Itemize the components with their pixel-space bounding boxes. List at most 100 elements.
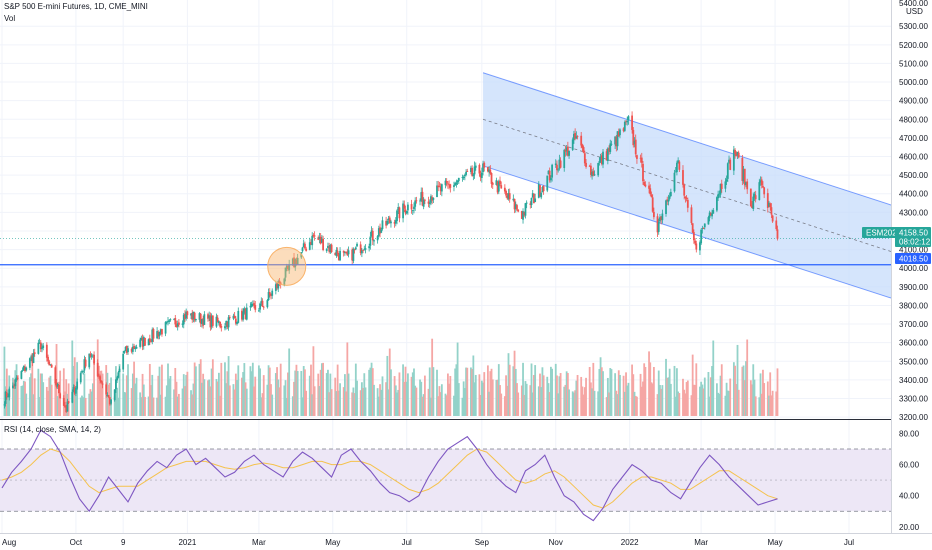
- candle-body: [573, 133, 575, 141]
- volume-bar: [56, 396, 59, 416]
- candle-body: [157, 332, 160, 337]
- candle-body: [284, 267, 287, 278]
- rsi-axis[interactable]: 80.00 60.00 40.00 20.00: [899, 429, 920, 531]
- candle-body: [165, 321, 168, 323]
- volume-bar: [277, 379, 280, 416]
- candle-body: [226, 321, 229, 328]
- candle-body: [707, 217, 710, 225]
- candle-body: [634, 139, 637, 155]
- volume-bar: [194, 366, 197, 416]
- volume-bar: [762, 369, 764, 416]
- volume-bar: [295, 364, 298, 416]
- volume-bar: [716, 383, 718, 416]
- candle-body: [31, 356, 34, 363]
- candle-body: [436, 185, 438, 198]
- volume-bar: [319, 369, 322, 416]
- volume-bar: [556, 375, 558, 416]
- volume-bar: [541, 367, 544, 416]
- volume-bar: [390, 369, 392, 416]
- volume-bar: [241, 377, 243, 416]
- volume-bar: [193, 362, 196, 416]
- candle-body: [557, 169, 560, 171]
- candle-body: [159, 329, 162, 333]
- volume-bar: [107, 384, 110, 416]
- symbol-tag[interactable]: ESM2022: [862, 227, 902, 238]
- candle-body: [720, 183, 723, 190]
- volume-bar: [127, 364, 129, 416]
- candle-body: [622, 128, 625, 131]
- price-tick-label: 3400.00: [899, 376, 928, 385]
- volume-bar: [38, 396, 41, 416]
- candle-body: [38, 342, 41, 344]
- price-tick-label: 4500.00: [899, 171, 928, 180]
- candle-body: [505, 190, 507, 196]
- candle-body: [711, 213, 713, 217]
- candle-body: [42, 345, 45, 349]
- channel-upper-line[interactable]: [482, 72, 891, 206]
- channel-lower-line[interactable]: [482, 165, 891, 299]
- candle-body: [631, 115, 633, 130]
- candle-body: [186, 311, 189, 316]
- volume-bar: [274, 373, 277, 416]
- candle-body: [702, 228, 705, 230]
- candle-body: [776, 229, 779, 239]
- support-price-tag[interactable]: 4018.50: [895, 253, 931, 264]
- time-axis[interactable]: Aug Oct 9 2021 Mar May Jul Sep Nov 2022 Mar May Jul: [2, 538, 854, 547]
- candle-body: [640, 157, 643, 163]
- candle-body: [140, 337, 143, 341]
- volume-bar: [328, 392, 331, 416]
- volume-bar: [254, 376, 257, 416]
- candle-body: [758, 182, 761, 201]
- rsi-pane[interactable]: [0, 429, 891, 522]
- candle-body: [508, 193, 511, 200]
- volume-bar: [151, 374, 154, 416]
- price-tick-label: 4300.00: [899, 208, 928, 217]
- candle-body: [728, 159, 730, 163]
- candle-body: [110, 399, 112, 404]
- grid: [0, 0, 891, 533]
- candle-body: [694, 240, 696, 244]
- candle-body: [253, 303, 255, 306]
- candle-body: [13, 385, 16, 387]
- price-pane[interactable]: [0, 72, 891, 416]
- highlight-circle[interactable]: [267, 246, 307, 286]
- volume-bar: [770, 395, 773, 416]
- candle-body: [134, 348, 137, 350]
- candle-body: [600, 155, 603, 165]
- candle-body: [175, 324, 178, 328]
- price-axis[interactable]: 5300.00 5200.00 5100.00 5000.00 4900.00 4800.…: [899, 22, 928, 422]
- volume-bar: [185, 374, 188, 416]
- volume-bar: [393, 376, 396, 416]
- candle-body: [669, 191, 672, 197]
- candle-body: [124, 346, 127, 352]
- candle-body: [588, 165, 591, 167]
- volume-bar: [345, 391, 348, 416]
- candle-body: [22, 365, 25, 371]
- candle-body: [448, 184, 451, 186]
- volume-bar: [130, 388, 133, 416]
- candle-body: [507, 193, 510, 199]
- volume-bar: [649, 362, 652, 416]
- candle-body: [89, 353, 92, 357]
- time-tick-label: May: [768, 538, 783, 547]
- volume-bar: [373, 384, 375, 416]
- volume-bar: [499, 385, 501, 416]
- volume-bar: [413, 368, 415, 416]
- candle-body: [684, 196, 687, 199]
- volume-bar: [131, 373, 134, 416]
- candle-body: [682, 170, 684, 185]
- regression-channel[interactable]: [483, 72, 891, 299]
- volume-bar: [93, 361, 95, 416]
- candle-body: [216, 317, 219, 323]
- volume-bar: [690, 395, 693, 416]
- volume-label: Vol: [4, 14, 15, 23]
- volume-bar: [517, 392, 520, 416]
- candle-body: [439, 186, 442, 192]
- candle-body: [490, 173, 493, 184]
- candle-body: [81, 371, 83, 373]
- candle-body: [529, 203, 532, 205]
- last-price-tag[interactable]: 4158.50 08:02:12: [895, 227, 931, 247]
- volume-bar: [285, 397, 288, 416]
- volume-bar: [169, 375, 172, 416]
